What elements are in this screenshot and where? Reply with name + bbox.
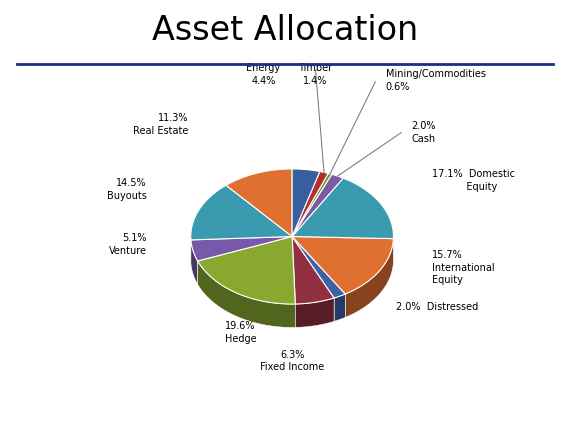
Polygon shape (198, 261, 295, 327)
Polygon shape (292, 174, 343, 236)
Polygon shape (191, 240, 198, 284)
Polygon shape (292, 236, 345, 298)
Polygon shape (292, 236, 393, 294)
Text: 15.7%
International
Equity: 15.7% International Equity (433, 250, 495, 285)
Polygon shape (292, 169, 320, 236)
Text: 2.0%
Cash: 2.0% Cash (412, 121, 436, 144)
Polygon shape (292, 236, 334, 304)
Polygon shape (345, 238, 393, 317)
Text: 11.3%
Real Estate: 11.3% Real Estate (133, 114, 188, 136)
Text: Timber
1.4%: Timber 1.4% (299, 63, 332, 86)
Text: 17.1%  Domestic
           Equity: 17.1% Domestic Equity (433, 169, 515, 192)
Polygon shape (295, 298, 334, 327)
Polygon shape (292, 178, 393, 238)
Text: 2.0%  Distressed: 2.0% Distressed (396, 302, 478, 312)
Polygon shape (226, 169, 292, 236)
Polygon shape (191, 185, 292, 240)
Text: Asset Allocation: Asset Allocation (152, 14, 418, 47)
Polygon shape (191, 236, 292, 261)
Polygon shape (292, 171, 328, 236)
Text: Mining/Commodities
0.6%: Mining/Commodities 0.6% (386, 70, 486, 92)
Polygon shape (334, 294, 345, 322)
Polygon shape (292, 173, 332, 236)
Text: Energy
4.4%: Energy 4.4% (246, 63, 280, 86)
Text: 5.1%
Venture: 5.1% Venture (109, 233, 146, 256)
Text: 19.6%
Hedge: 19.6% Hedge (225, 321, 256, 344)
Text: 14.5%
Buyouts: 14.5% Buyouts (107, 179, 146, 201)
Text: 6.3%
Fixed Income: 6.3% Fixed Income (260, 349, 324, 372)
Polygon shape (198, 236, 295, 304)
